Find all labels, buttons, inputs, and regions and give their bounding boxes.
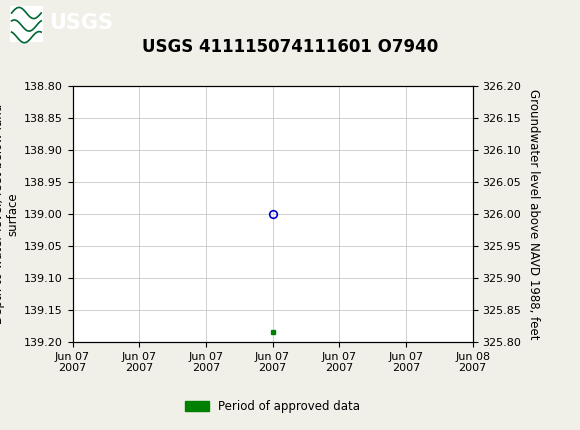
- Y-axis label: Depth to water level, feet below land
surface: Depth to water level, feet below land su…: [0, 104, 20, 324]
- Text: USGS: USGS: [49, 13, 113, 33]
- Legend: Period of approved data: Period of approved data: [180, 395, 365, 418]
- Text: USGS 411115074111601 O7940: USGS 411115074111601 O7940: [142, 38, 438, 56]
- FancyBboxPatch shape: [10, 6, 42, 41]
- Y-axis label: Groundwater level above NAVD 1988, feet: Groundwater level above NAVD 1988, feet: [527, 89, 540, 339]
